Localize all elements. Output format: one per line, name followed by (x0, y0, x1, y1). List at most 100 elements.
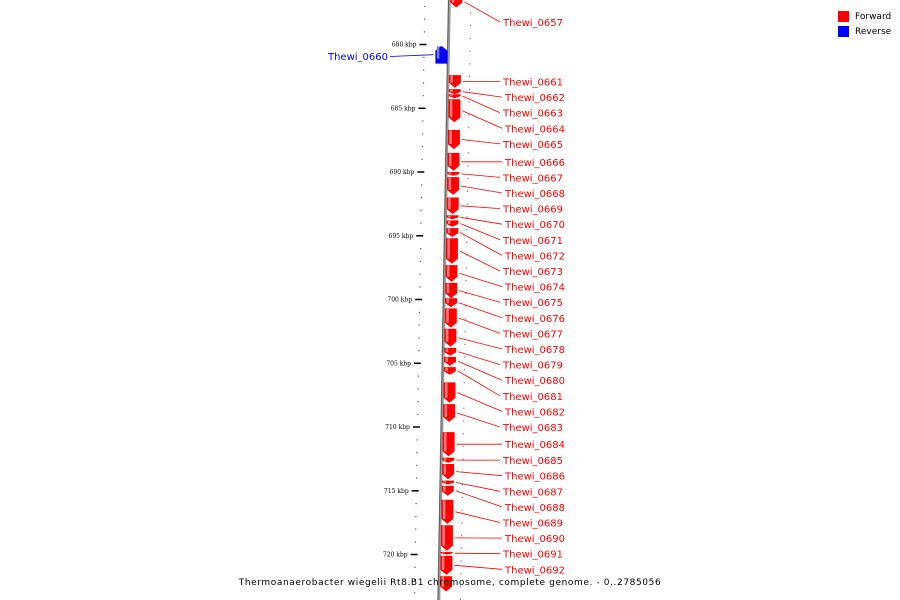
gene-label[interactable]: Thewi_0690 (504, 534, 565, 545)
gene-label[interactable]: Thewi_0669 (502, 205, 563, 216)
gene-highlight (442, 552, 445, 554)
gene-label[interactable]: Thewi_0668 (504, 189, 565, 200)
gene-label[interactable]: Thewi_0684 (504, 440, 565, 451)
gene-highlight (448, 215, 451, 218)
gene-label[interactable]: Thewi_0687 (502, 487, 563, 498)
gene-label[interactable]: Thewi_0660 (327, 52, 388, 63)
gene-label[interactable]: Thewi_0691 (502, 550, 563, 561)
track-dot (469, 25, 472, 27)
gene-highlight (445, 348, 449, 353)
gene-highlight (445, 367, 448, 372)
gene-label[interactable]: Thewi_0662 (504, 93, 565, 104)
gene-label[interactable]: Thewi_0661 (502, 78, 563, 89)
gene-leader-line (455, 511, 501, 523)
ruler-tick-label: 685 kbp (391, 105, 416, 112)
legend-label: Forward (855, 11, 892, 22)
track-dot (460, 547, 462, 549)
ruler-dot (417, 388, 419, 390)
ruler-dot (421, 184, 423, 186)
track-dot (461, 496, 463, 498)
gene-label[interactable]: Thewi_0670 (504, 220, 565, 231)
gene-label[interactable]: Thewi_0679 (502, 361, 563, 372)
gene-label[interactable]: Thewi_0678 (504, 345, 565, 356)
gene-highlight (445, 329, 449, 342)
ruler-dot (423, 31, 425, 33)
chromosome-axis-line (437, 0, 451, 600)
ruler-tick-label: 700 kbp (387, 297, 412, 304)
ruler-dot (416, 464, 418, 466)
gene-highlight (449, 153, 452, 166)
track-dot (466, 203, 468, 205)
ruler-dot (418, 337, 420, 339)
gene-leader-line (460, 232, 503, 256)
legend-label: Reverse (855, 26, 892, 37)
gene-highlight (443, 458, 447, 461)
ruler-dot (416, 477, 418, 479)
track-dot (465, 292, 467, 294)
gene-highlight (447, 238, 450, 259)
ruler-dot (423, 69, 425, 71)
ruler-dot (415, 503, 417, 505)
gene-leader-line (456, 471, 503, 477)
legend-item-forward: Forward (838, 9, 891, 24)
gene-highlight (436, 46, 440, 59)
track-dot (462, 433, 464, 435)
gene-leader-line (457, 392, 503, 412)
gene-label[interactable]: Thewi_0677 (502, 329, 563, 340)
ruler-dot (421, 158, 423, 160)
gene-label[interactable]: Thewi_0665 (502, 140, 563, 151)
gene-highlight (446, 298, 449, 304)
gene-label[interactable]: Thewi_0666 (504, 158, 565, 169)
gene-label[interactable]: Thewi_0667 (502, 173, 563, 184)
gene-label[interactable]: Thewi_0671 (502, 236, 563, 247)
track-dot (464, 356, 466, 358)
gene-highlight (447, 265, 450, 277)
ruler-dot (414, 579, 416, 581)
gene-label[interactable]: Thewi_0692 (504, 565, 565, 576)
ruler-dot (420, 222, 422, 224)
gene-label[interactable]: Thewi_0657 (502, 18, 563, 29)
track-dot (465, 280, 467, 282)
chromosome-caption: Thermoanaerobacter wiegelii Rt8.B1 chrom… (238, 578, 662, 588)
gene-leader-line (461, 185, 503, 194)
gene-label[interactable]: Thewi_0686 (504, 472, 565, 483)
ruler-dot (422, 120, 424, 122)
track-dot (466, 229, 468, 231)
gene-highlight (445, 382, 448, 398)
track-dot (465, 267, 467, 269)
gene-label[interactable]: Thewi_0676 (504, 314, 565, 325)
gene-label[interactable]: Thewi_0683 (502, 423, 563, 434)
gene-highlight (450, 89, 453, 92)
legend: Forward Reverse (838, 9, 891, 39)
gene-label[interactable]: Thewi_0681 (502, 392, 563, 403)
gene-label[interactable]: Thewi_0675 (502, 298, 563, 309)
track-dot (468, 127, 470, 129)
gene-highlight (448, 198, 451, 210)
gene-label[interactable]: Thewi_0664 (504, 124, 565, 135)
gene-highlight (444, 432, 447, 452)
gene-label[interactable]: Thewi_0672 (504, 251, 565, 262)
gene-label[interactable]: Thewi_0685 (502, 456, 563, 467)
track-dot (463, 420, 465, 422)
gene-label[interactable]: Thewi_0682 (504, 407, 565, 418)
ruler-dot (414, 566, 416, 568)
gene-label[interactable]: Thewi_0688 (504, 503, 565, 514)
gene-leader-line (460, 216, 503, 225)
track-dot (464, 318, 466, 320)
gene-highlight (448, 177, 452, 190)
gene-label[interactable]: Thewi_0663 (502, 109, 563, 120)
ruler-dot (417, 401, 419, 403)
gene-leader-line (459, 250, 501, 272)
ruler-dot (421, 146, 423, 148)
gene-leader-line (389, 54, 434, 57)
gene-highlight (443, 464, 447, 475)
track-dot (461, 509, 463, 511)
gene-label[interactable]: Thewi_0674 (504, 283, 565, 294)
gene-leader-line (455, 482, 501, 492)
track-dot (460, 560, 462, 562)
gene-leader-line (460, 223, 501, 241)
gene-label[interactable]: Thewi_0680 (504, 376, 565, 387)
gene-label[interactable]: Thewi_0673 (502, 267, 563, 278)
gene-label[interactable]: Thewi_0689 (502, 519, 563, 530)
